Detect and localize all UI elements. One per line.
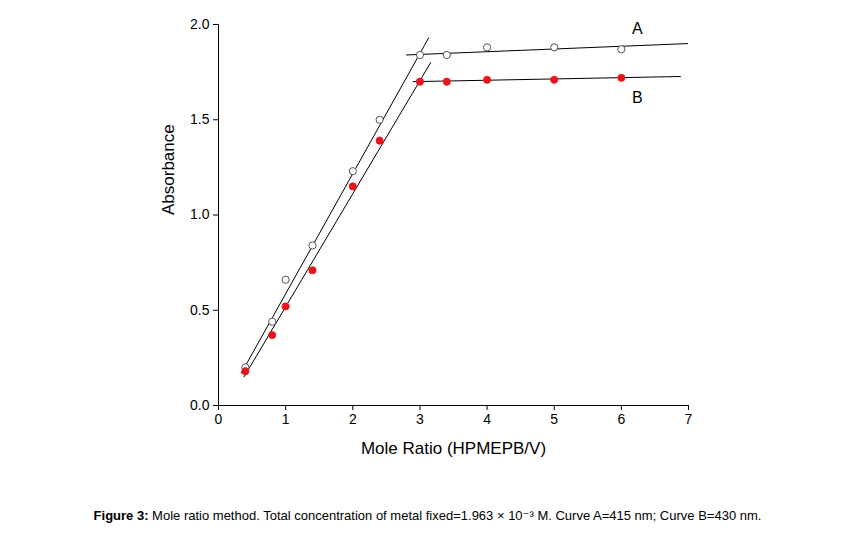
svg-text:2.0: 2.0 <box>190 16 210 32</box>
svg-text:1.5: 1.5 <box>190 111 210 127</box>
svg-text:5: 5 <box>550 411 558 427</box>
svg-text:1.0: 1.0 <box>190 206 210 222</box>
svg-text:6: 6 <box>617 411 625 427</box>
svg-text:0.5: 0.5 <box>190 302 210 318</box>
svg-text:Mole Ratio (HPMEPB/V): Mole Ratio (HPMEPB/V) <box>361 439 546 458</box>
svg-text:1: 1 <box>282 411 290 427</box>
svg-text:2: 2 <box>349 411 357 427</box>
svg-text:0.0: 0.0 <box>190 397 210 413</box>
svg-text:0: 0 <box>215 411 223 427</box>
svg-text:A: A <box>632 20 643 37</box>
svg-text:3: 3 <box>416 411 424 427</box>
svg-text:4: 4 <box>483 411 491 427</box>
svg-text:Absorbance: Absorbance <box>159 124 178 215</box>
html-text:Figure 3: Mole ratio method. T: Figure 3: Mole ratio method. Total conce… <box>93 508 762 523</box>
svg-text:7: 7 <box>685 411 693 427</box>
svg-text:B: B <box>632 89 643 106</box>
